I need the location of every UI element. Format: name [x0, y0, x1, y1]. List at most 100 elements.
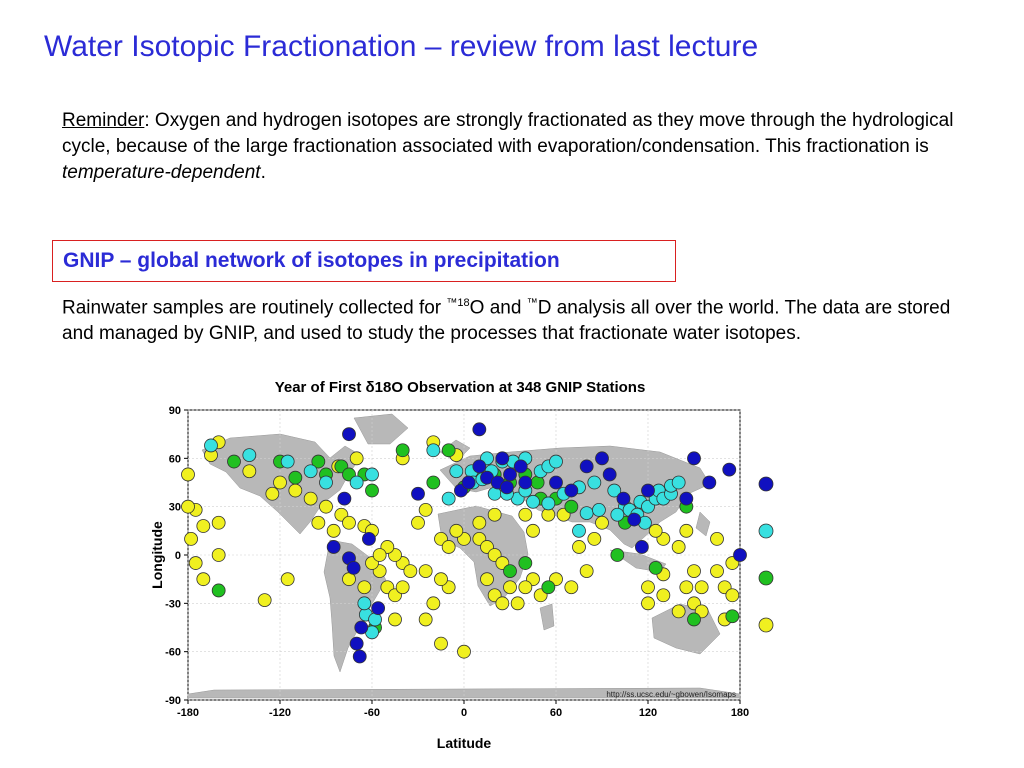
station-point — [257, 593, 272, 608]
station-point — [710, 531, 724, 546]
station-point — [365, 483, 379, 498]
station-point — [227, 454, 241, 469]
station-point — [725, 588, 740, 603]
reminder-text: : Oxygen and hydrogen isotopes are stron… — [62, 110, 954, 157]
station-point — [725, 609, 740, 624]
station-point — [641, 596, 655, 611]
station-point — [434, 572, 448, 587]
x-tick-label: 180 — [731, 707, 749, 719]
station-point — [303, 491, 318, 506]
station-point — [337, 491, 352, 506]
y-tick-label: 30 — [169, 502, 181, 514]
y-tick-label: -30 — [165, 598, 181, 610]
gnip-heading-box: GNIP – global network of isotopes in pre… — [52, 240, 676, 282]
station-point — [495, 596, 510, 611]
station-point — [319, 499, 333, 514]
station-point — [526, 494, 540, 509]
station-point — [349, 636, 364, 651]
station-point — [733, 548, 747, 562]
gnip-text-1: Rainwater samples are routinely collecte… — [62, 297, 447, 319]
station-point — [518, 556, 533, 570]
station-point — [211, 583, 226, 598]
station-point — [449, 523, 464, 538]
station-point — [288, 483, 303, 498]
station-point — [196, 572, 211, 587]
station-point — [679, 491, 694, 506]
station-point — [579, 506, 594, 521]
station-point — [319, 475, 333, 490]
station-point — [513, 459, 528, 474]
map-title: Year of First δ18O Observation at 348 GN… — [275, 379, 646, 396]
station-point — [426, 475, 441, 490]
x-tick-label: 120 — [639, 707, 657, 719]
slide-title: Water Isotopic Fractionation – review fr… — [44, 30, 759, 63]
station-point — [204, 438, 218, 453]
reminder-italic: temperature-dependent — [62, 162, 261, 183]
station-point — [671, 604, 686, 619]
station-point — [549, 475, 563, 490]
station-point — [280, 454, 295, 469]
x-tick-label: -180 — [177, 707, 199, 719]
station-point — [564, 483, 579, 498]
station-point — [472, 422, 487, 437]
y-tick-label: 0 — [175, 550, 181, 562]
x-tick-label: 0 — [461, 707, 467, 719]
station-point — [242, 464, 257, 479]
station-point — [579, 459, 594, 474]
station-point — [472, 459, 487, 474]
station-point — [349, 451, 364, 466]
station-point — [449, 464, 464, 479]
station-point — [687, 564, 701, 579]
station-point — [273, 475, 287, 490]
reminder-end: . — [260, 162, 266, 183]
station-point — [357, 596, 372, 611]
station-point — [687, 612, 701, 627]
station-point — [346, 560, 361, 575]
gnip-text-3: D analysis all over the world. The data … — [62, 297, 951, 345]
station-point — [188, 556, 203, 570]
station-point — [288, 470, 303, 485]
station-point — [411, 486, 425, 501]
station-point — [518, 580, 533, 595]
station-point — [702, 475, 717, 490]
station-point — [541, 580, 556, 595]
station-point — [679, 523, 694, 538]
station-point — [487, 507, 502, 522]
station-point — [641, 483, 655, 498]
station-point — [372, 548, 387, 562]
station-point — [354, 620, 369, 635]
station-point — [184, 531, 198, 546]
station-point — [579, 564, 594, 579]
station-point — [434, 636, 448, 651]
station-point — [326, 540, 341, 554]
gnip-text-2: O and — [469, 297, 527, 319]
station-point — [242, 448, 257, 463]
station-point — [395, 580, 410, 595]
station-point — [311, 454, 326, 469]
station-point — [418, 612, 433, 627]
station-point — [510, 596, 525, 611]
station-point — [500, 480, 514, 495]
y-tick-label: -60 — [165, 647, 181, 659]
station-point — [303, 464, 318, 479]
station-point — [441, 443, 456, 458]
station-point — [610, 548, 625, 562]
station-point — [641, 580, 655, 595]
station-point — [587, 475, 602, 490]
station-point — [607, 483, 622, 498]
station-point — [679, 580, 694, 595]
station-point — [280, 572, 295, 587]
station-point — [564, 499, 579, 514]
legend-marker — [758, 523, 774, 539]
station-point — [265, 486, 280, 501]
y-tick-label: 90 — [169, 405, 181, 417]
gnip-heading: GNIP – global network of isotopes in pre… — [63, 249, 560, 272]
station-point — [503, 467, 517, 482]
station-point — [564, 580, 579, 595]
gnip-station-map: Year of First δ18O Observation at 348 GN… — [140, 372, 780, 764]
station-point — [461, 475, 476, 490]
station-point — [656, 588, 671, 603]
station-point — [648, 523, 663, 538]
station-point — [342, 515, 356, 530]
station-point — [362, 531, 376, 546]
